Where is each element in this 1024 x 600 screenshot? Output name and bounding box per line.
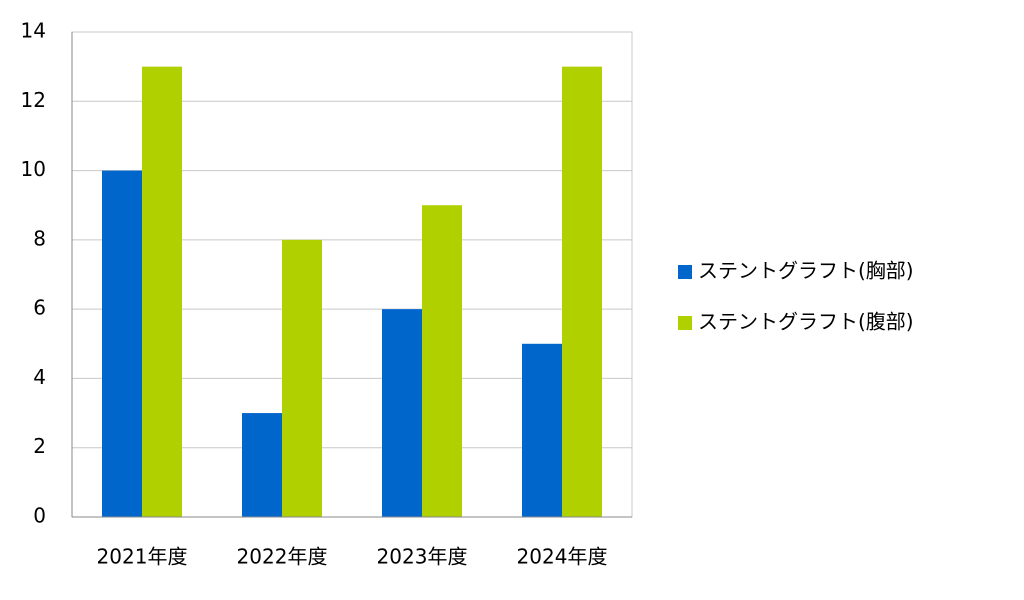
x-tick-label: 2024年度	[517, 545, 608, 569]
bar	[102, 170, 142, 518]
bar	[562, 66, 602, 518]
y-tick-label: 4	[33, 365, 46, 389]
legend-label: ステントグラフト(胸部)	[698, 259, 914, 283]
legend-swatch	[678, 265, 692, 279]
bar	[522, 343, 562, 517]
y-tick-label: 6	[33, 296, 46, 320]
y-tick-label: 14	[21, 19, 46, 43]
y-tick-label: 2	[33, 434, 46, 458]
bar	[382, 309, 422, 517]
bar	[422, 205, 462, 517]
legend-label: ステントグラフト(腹部)	[698, 310, 914, 334]
y-tick-label: 12	[21, 88, 46, 112]
x-tick-label: 2021年度	[97, 545, 188, 569]
x-tick-label: 2023年度	[377, 545, 468, 569]
bar	[142, 66, 182, 518]
x-tick-label: 2022年度	[237, 545, 328, 569]
bar	[242, 413, 282, 517]
y-tick-label: 10	[21, 157, 46, 181]
y-tick-label: 0	[33, 504, 46, 528]
bar	[282, 239, 322, 517]
y-tick-label: 8	[33, 226, 46, 250]
legend-swatch	[678, 316, 692, 330]
